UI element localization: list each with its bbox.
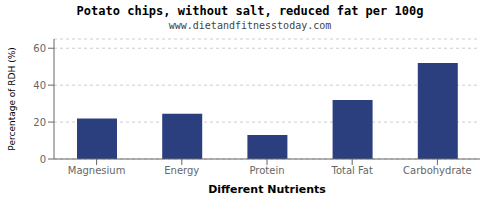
- svg-text:Magnesium: Magnesium: [68, 165, 126, 176]
- svg-text:Protein: Protein: [249, 165, 284, 176]
- html-text:www.dietandfitnesstoday.com: www.dietandfitnesstoday.com: [168, 20, 332, 31]
- svg-text:40: 40: [33, 80, 46, 91]
- svg-text:60: 60: [33, 43, 46, 54]
- svg-text:Percentage of RDH (%): Percentage of RDH (%): [8, 47, 17, 150]
- svg-text:Carbohydrate: Carbohydrate: [403, 165, 472, 176]
- html-text:Potato chips, without salt, re: Potato chips, without salt, reduced fat …: [76, 4, 424, 18]
- svg-text:Total Fat: Total Fat: [330, 165, 372, 176]
- svg-text:Different Nutrients: Different Nutrients: [208, 183, 326, 196]
- svg-text:Energy: Energy: [164, 165, 199, 176]
- svg-text:0: 0: [40, 154, 46, 165]
- svg-text:20: 20: [33, 117, 46, 128]
